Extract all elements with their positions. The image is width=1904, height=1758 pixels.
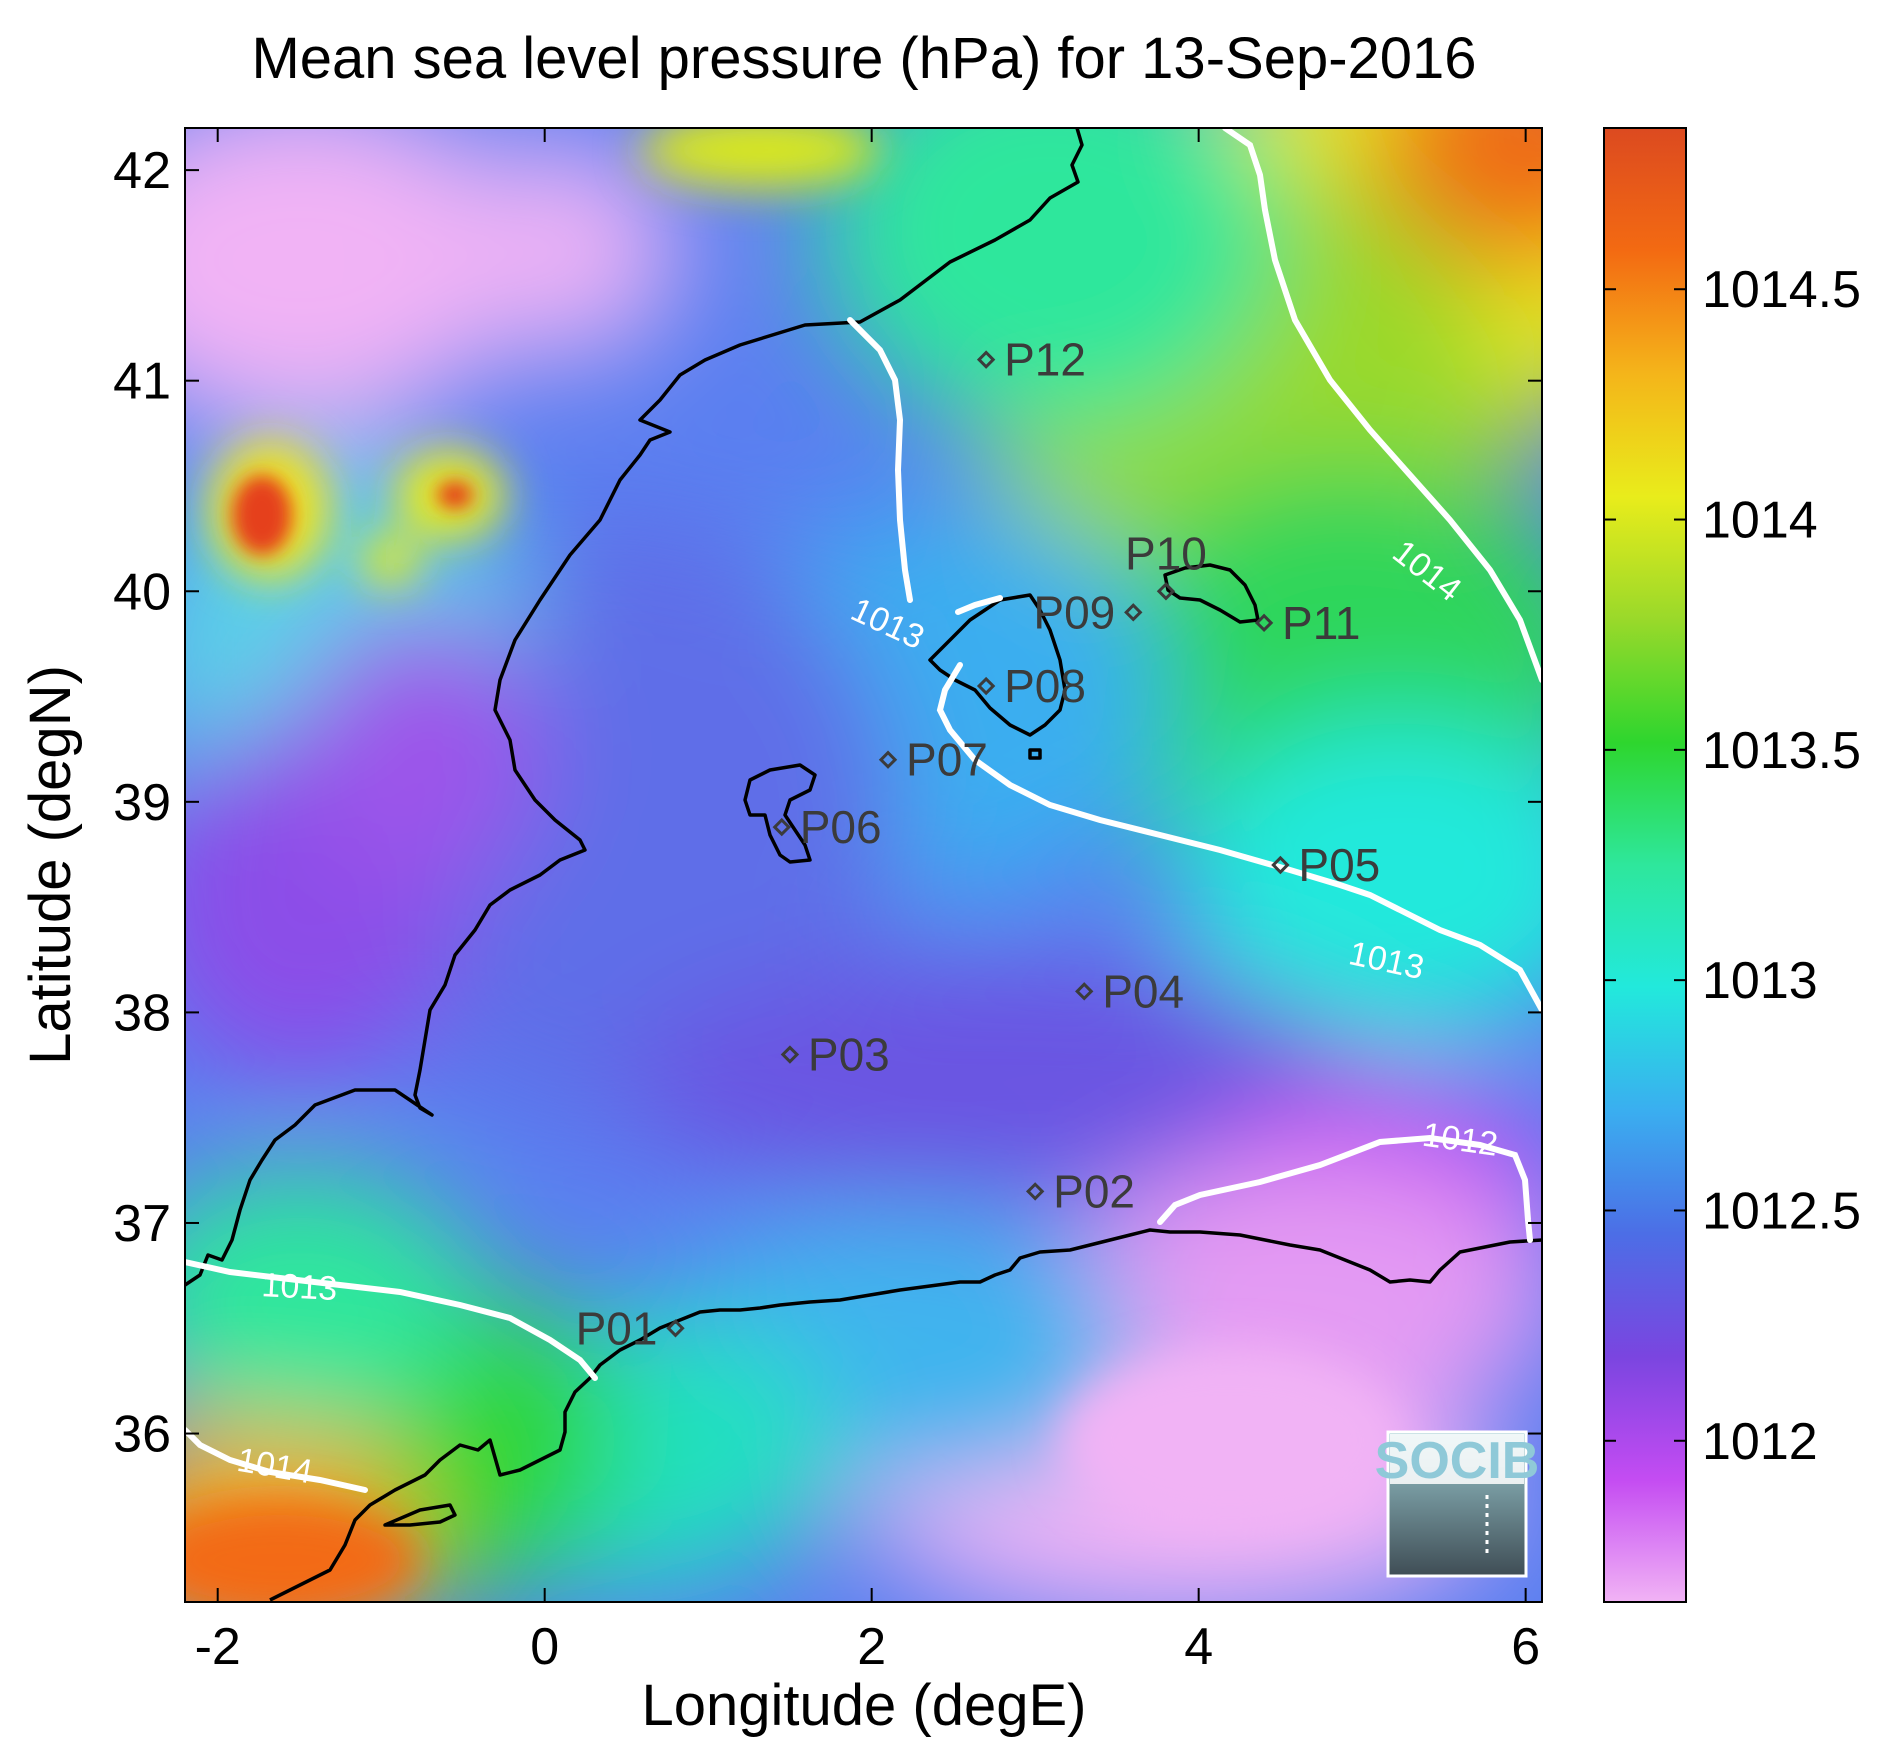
logo-text: SOCIB <box>1375 1432 1540 1490</box>
coast-alboran <box>383 1503 457 1527</box>
colorbar-ticks: 1012 1012.5 1013 1013.5 1014 1014.5 <box>1604 261 1861 1471</box>
socib-logo: SOCIB <box>1375 1430 1540 1578</box>
station-label: P10 <box>1125 527 1207 579</box>
station-marker <box>878 750 898 769</box>
y-tick-label: 36 <box>113 1406 171 1464</box>
y-tick-label: 37 <box>113 1195 171 1253</box>
x-tick-label: 0 <box>530 1618 559 1676</box>
station-marker <box>1075 982 1094 1001</box>
isobar-1012 <box>1157 1134 1533 1243</box>
station-label: P08 <box>1004 660 1086 712</box>
coast-ibiza <box>743 763 817 864</box>
coast-africa <box>269 1228 1542 1602</box>
colorbar-fill <box>1603 127 1687 1603</box>
coast-iberia <box>185 128 1084 1287</box>
station-label: P01 <box>576 1302 658 1354</box>
station-marker <box>1156 582 1176 601</box>
y-tick-label: 42 <box>113 142 171 200</box>
isobar-1014-east <box>1222 128 1542 683</box>
coast-mallorca <box>928 593 1067 737</box>
colorbar-tick-label: 1013 <box>1702 952 1818 1010</box>
station-marker <box>1271 855 1290 875</box>
x-tick-label: 2 <box>857 1618 886 1676</box>
isobar-1013-south <box>185 1259 598 1381</box>
station-marker <box>780 1045 800 1064</box>
isobars <box>185 128 1542 1493</box>
station-label: P11 <box>1282 597 1360 649</box>
map-frame <box>184 127 1543 1603</box>
colorbar-tick-label: 1013.5 <box>1702 722 1861 780</box>
station-marker <box>1254 613 1274 633</box>
colorbar-tick-label: 1014.5 <box>1702 261 1861 319</box>
y-tick-label: 39 <box>113 774 171 832</box>
colorbar-tick-label: 1014 <box>1702 492 1818 550</box>
map-title: Mean sea level pressure (hPa) for 13-Sep… <box>251 26 1476 91</box>
station-marker <box>666 1319 685 1338</box>
x-tick-label: -2 <box>195 1618 241 1676</box>
colorbar-tick-label: 1012 <box>1702 1413 1818 1471</box>
station-marker <box>1025 1182 1045 1201</box>
station-label: P09 <box>1033 586 1115 638</box>
isobar-1013-baleares <box>936 595 1542 1013</box>
x-axis-label: Longitude (degE) <box>642 1673 1087 1738</box>
y-tick-label: 41 <box>113 353 171 411</box>
x-tick-label: 4 <box>1184 1618 1213 1676</box>
station-label: P03 <box>808 1029 890 1081</box>
station-label: P06 <box>800 801 882 853</box>
isobar-1014-south <box>185 1427 368 1493</box>
station-marker <box>976 676 996 696</box>
isobar-1013-north <box>847 317 913 603</box>
station-marker <box>976 350 996 369</box>
pressure-field <box>185 128 1542 1602</box>
axes: -2 0 2 4 6 36 37 38 39 40 41 42 <box>113 128 1542 1676</box>
station-label: P07 <box>906 734 988 786</box>
coast-cabrera <box>1028 748 1042 760</box>
station-label: P04 <box>1102 965 1184 1017</box>
station-marker <box>772 817 791 837</box>
colorbar: 1012 1012.5 1013 1013.5 1014 1014.5 <box>1603 127 1861 1603</box>
station-label: P12 <box>1004 334 1086 386</box>
coastline <box>185 128 1542 1602</box>
y-tick-label: 38 <box>113 984 171 1042</box>
station-marker <box>1124 603 1143 622</box>
isobar-label: 1013 <box>261 1266 339 1308</box>
colorbar-tick-label: 1012.5 <box>1702 1182 1861 1240</box>
station-label: P02 <box>1053 1165 1135 1217</box>
station-label: P05 <box>1298 839 1380 891</box>
x-tick-label: 6 <box>1511 1618 1540 1676</box>
y-axis-label: Latitude (degN) <box>18 665 83 1065</box>
y-tick-label: 40 <box>113 563 171 621</box>
